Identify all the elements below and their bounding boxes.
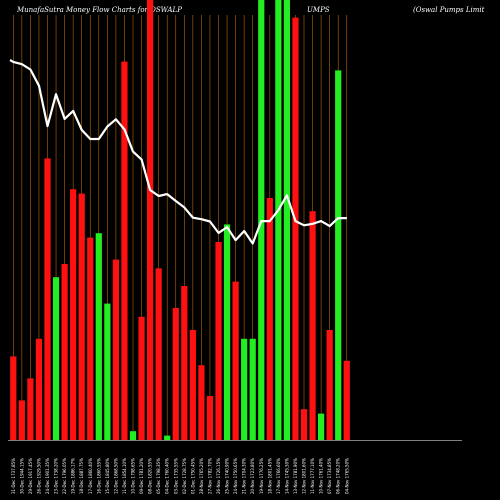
x-tick-label: 18-Dec 1887.75% bbox=[79, 458, 84, 494]
bar-3 bbox=[27, 378, 34, 440]
bar-18 bbox=[155, 268, 162, 440]
bar-38 bbox=[326, 330, 333, 440]
bar-37 bbox=[318, 413, 325, 440]
x-tick-label: 06-Nov 1748.20% bbox=[336, 458, 341, 494]
bar-14 bbox=[121, 61, 128, 440]
bar-27 bbox=[232, 281, 239, 440]
bar-1 bbox=[10, 356, 17, 440]
x-tick-label: 26-Dec 1929.50% bbox=[36, 458, 41, 494]
bar-7 bbox=[61, 264, 68, 440]
bar-10 bbox=[87, 237, 94, 440]
bar-25 bbox=[215, 242, 222, 440]
x-tick-label: 18-Nov 1801.45% bbox=[267, 458, 272, 494]
x-tick-label: 27-Nov 1782.70% bbox=[207, 458, 212, 494]
bar-28 bbox=[241, 338, 248, 440]
x-tick-label: 13-Nov 1781.90% bbox=[293, 458, 298, 494]
x-tick-label: 30-Dec 1944.15% bbox=[19, 458, 24, 494]
company-name: (Oswal Pumps Limit bbox=[413, 6, 485, 14]
bar-8 bbox=[70, 189, 77, 440]
x-tick-label: 07-Nov 1734.85% bbox=[327, 458, 332, 494]
x-tick-label: 24-Nov 1750.65% bbox=[233, 458, 238, 494]
x-tick-label: 22-Dec 1796.05% bbox=[62, 458, 67, 494]
x-tick-label: 24-Dec 1901.35% bbox=[45, 458, 50, 494]
bar-24 bbox=[206, 396, 214, 440]
bar-40 bbox=[343, 360, 350, 440]
x-tick-label: 11-Dec 1854.10% bbox=[122, 458, 127, 494]
x-tick-label: 09-Dec 1781.20% bbox=[139, 458, 144, 494]
bar-29 bbox=[249, 338, 256, 440]
bar-22 bbox=[189, 330, 196, 440]
chart-title: MunafaSutra Money Flow Charts for OSWALP bbox=[17, 6, 182, 14]
bar-5 bbox=[44, 158, 51, 440]
x-tick-label: 10-Nov 1761.40% bbox=[319, 458, 324, 494]
x-tick-label: 19-Dec 1886.17% bbox=[71, 458, 76, 494]
bar-33 bbox=[283, 0, 290, 440]
x-tick-label: 02-Dec 1728.75% bbox=[182, 458, 187, 494]
bar-32 bbox=[275, 0, 282, 440]
x-tick-label: 20-Nov 1723.80% bbox=[250, 458, 255, 494]
x-tick-label: 25-Nov 1740.90% bbox=[225, 458, 230, 494]
bar-36 bbox=[309, 211, 316, 440]
chart-title-ticker-suffix: UMPS bbox=[307, 6, 330, 14]
bar-2 bbox=[18, 400, 25, 440]
bar-11 bbox=[95, 233, 102, 440]
x-tick-label: 11-Nov 1777.10% bbox=[310, 458, 315, 494]
x-tick-label: 26-Nov 1726.15% bbox=[216, 458, 221, 494]
x-tick-label: 23-Dec 1738.20% bbox=[54, 458, 59, 494]
bar-20 bbox=[172, 308, 179, 440]
bar-6 bbox=[52, 277, 60, 440]
x-tick-label: 15-Dec 1845.80% bbox=[105, 458, 110, 494]
bar-13 bbox=[112, 259, 119, 440]
x-tick-label: 04-Dec 1760.40% bbox=[165, 458, 170, 494]
bar-19 bbox=[164, 435, 171, 440]
bar-35 bbox=[300, 409, 308, 440]
x-tick-label: 17-Dec 1860.40% bbox=[88, 458, 93, 494]
x-tick-label: 03-Dec 1735.55% bbox=[173, 458, 178, 494]
bar-21 bbox=[181, 286, 188, 440]
bar-9 bbox=[78, 193, 85, 440]
money-flow-line bbox=[9, 59, 347, 245]
bar-39 bbox=[335, 70, 342, 441]
x-tick-label: 05-Dec 1798.35% bbox=[156, 458, 161, 494]
bar-23 bbox=[198, 365, 205, 440]
x-tick-label: 19-Nov 1776.25% bbox=[259, 458, 264, 494]
x-tick-label: 16-Dec 1860.55% bbox=[96, 458, 101, 494]
bar-30 bbox=[258, 0, 265, 440]
x-tick-label: 14-Nov 1745.30% bbox=[284, 458, 289, 494]
bar-31 bbox=[266, 198, 273, 440]
x-tick-label: 01-Dec 1750.45% bbox=[190, 458, 195, 494]
bar-34 bbox=[292, 17, 299, 440]
x-tick-label: 12-Dec 1868.50% bbox=[113, 458, 118, 494]
x-tick-label: 08-Dec 1820.55% bbox=[148, 458, 153, 494]
x-tick-label: 17-Nov 1766.60% bbox=[276, 458, 281, 494]
bar-17 bbox=[147, 0, 154, 440]
x-tick-label: 10-Dec 1798.65% bbox=[131, 458, 136, 494]
bar-26 bbox=[223, 224, 231, 440]
x-tick-label: 28-Nov 1765.20% bbox=[199, 458, 204, 494]
bar-4 bbox=[35, 338, 43, 440]
x-tick-label: 12-Nov 1801.60% bbox=[302, 458, 307, 494]
x-tick-label: 21-Nov 1704.30% bbox=[242, 458, 247, 494]
bar-12 bbox=[104, 303, 111, 440]
x-tick-label: 31-Dec 1737.85% bbox=[11, 458, 16, 494]
x-tick-label: 04-Nov 1765.50% bbox=[344, 458, 349, 494]
bar-16 bbox=[138, 316, 145, 440]
x-tick-label: 29-Dec 1917.45% bbox=[28, 458, 33, 494]
bar-15 bbox=[129, 431, 137, 440]
